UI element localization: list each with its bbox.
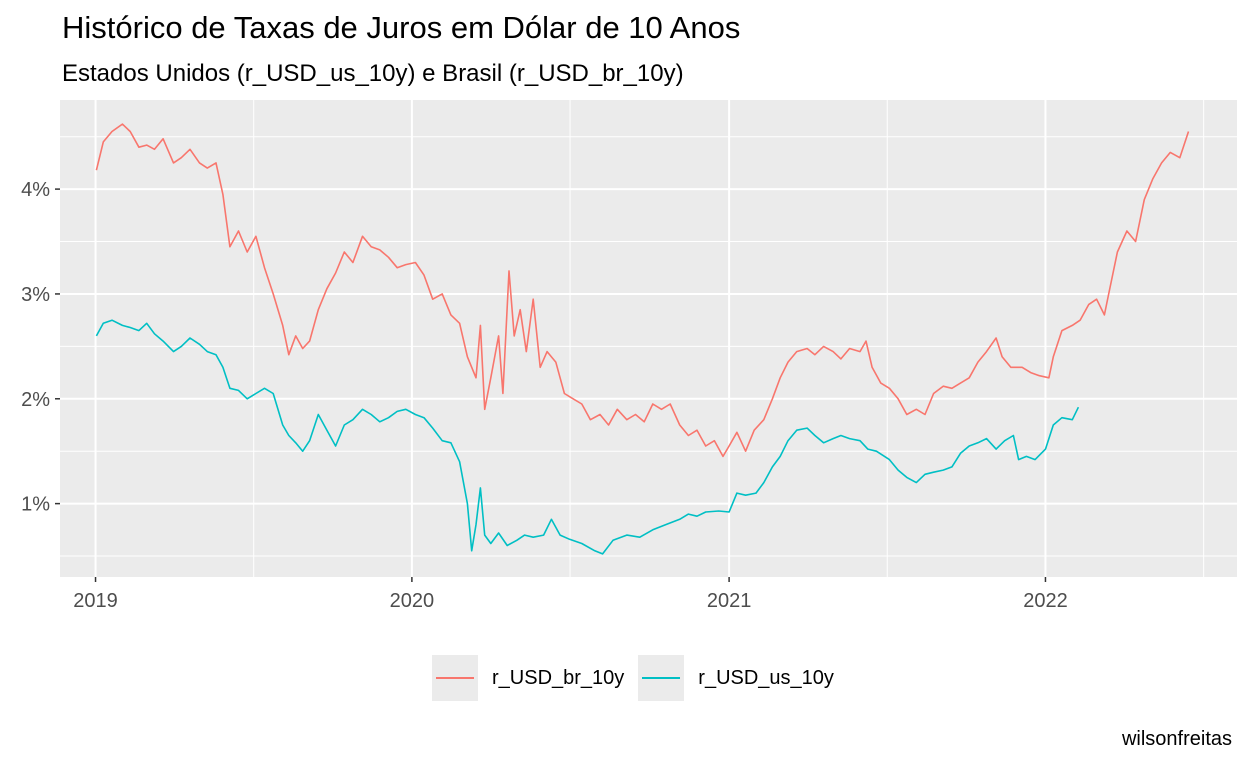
series-line-r_USD_br_10y — [95, 123, 1190, 458]
y-tick-label: 2% — [21, 389, 50, 411]
legend-item-us: r_USD_us_10y — [638, 655, 834, 701]
legend-label-br: r_USD_br_10y — [492, 666, 625, 689]
x-tick-label: 2019 — [73, 590, 118, 612]
legend-item-br: r_USD_br_10y — [432, 655, 624, 701]
y-tick-label: 1% — [21, 494, 50, 516]
y-tick-label: 3% — [21, 284, 50, 306]
legend-label-us: r_USD_us_10y — [698, 666, 834, 689]
chart-legend: r_USD_br_10y r_USD_us_10y — [432, 655, 848, 701]
legend-key-us — [638, 655, 685, 701]
chart-caption: wilsonfreitas — [1121, 728, 1232, 750]
x-tick-label: 2020 — [390, 590, 435, 612]
x-tick-label: 2021 — [707, 590, 752, 612]
series-line-r_USD_us_10y — [95, 319, 1080, 555]
y-tick-label: 4% — [21, 179, 50, 201]
x-tick-label: 2022 — [1023, 590, 1068, 612]
plot-panel — [60, 100, 1237, 577]
legend-key-br — [432, 655, 478, 701]
chart-subtitle: Estados Unidos (r_USD_us_10y) e Brasil (… — [62, 60, 684, 87]
chart-title: Histórico de Taxas de Juros em Dólar de … — [62, 10, 741, 45]
